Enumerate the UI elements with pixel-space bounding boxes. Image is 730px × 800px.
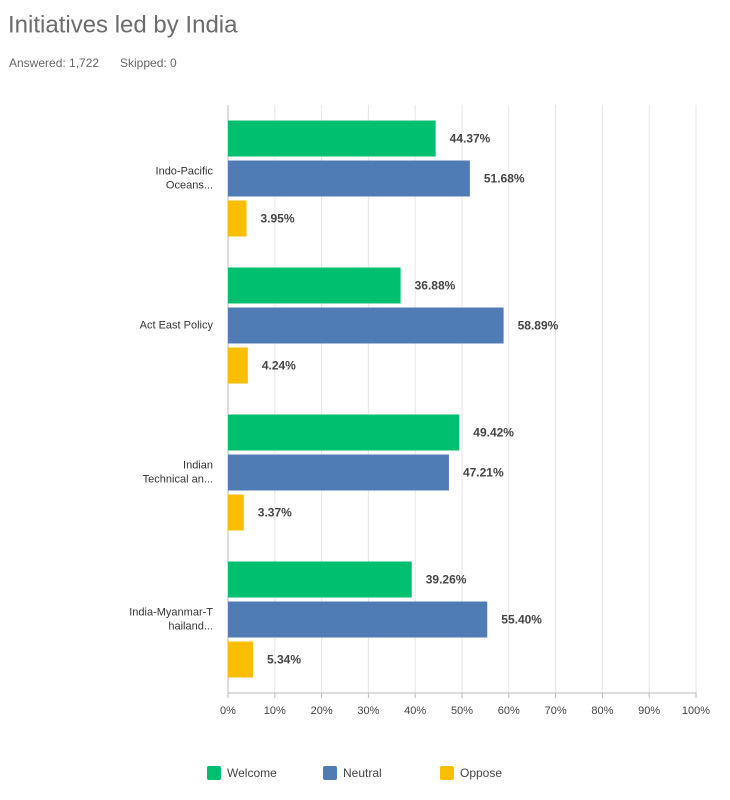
x-tick-label: 80% — [591, 705, 613, 717]
data-label: 4.24% — [262, 359, 296, 373]
data-label: 47.21% — [463, 466, 504, 480]
bar — [228, 601, 488, 638]
legend-swatch — [323, 766, 337, 780]
x-tick-label: 30% — [357, 705, 379, 717]
skipped: Skipped: 0 — [120, 56, 177, 70]
y-tick-label: Act East Policy — [140, 319, 214, 331]
answered: Answered: 1,722 — [9, 56, 99, 70]
x-tick-label: 60% — [498, 705, 520, 717]
x-tick-label: 40% — [404, 705, 426, 717]
x-tick-label: 0% — [220, 705, 236, 717]
y-tick-label: hailand... — [168, 620, 213, 632]
bar — [228, 494, 244, 531]
y-tick-label: India-Myanmar-T — [129, 606, 213, 618]
x-tick-label: 90% — [638, 705, 660, 717]
legend-swatch — [207, 766, 221, 780]
bar — [228, 414, 460, 451]
y-tick-label: Technical an... — [143, 473, 213, 485]
x-tick-label: 10% — [264, 705, 286, 717]
y-tick-label: Indian — [183, 459, 213, 471]
data-label: 5.34% — [267, 653, 301, 667]
data-label: 49.42% — [473, 426, 514, 440]
data-label: 55.40% — [501, 613, 542, 627]
chart-title: Initiatives led by India — [8, 11, 238, 38]
bar — [228, 200, 247, 237]
data-label: 39.26% — [426, 573, 467, 587]
x-tick-label: 20% — [311, 705, 333, 717]
data-label: 58.89% — [518, 319, 559, 333]
x-tick-label: 70% — [545, 705, 567, 717]
y-tick-label: Indo-Pacific — [156, 165, 214, 177]
bar — [228, 561, 412, 598]
legend-label: Welcome — [227, 766, 277, 780]
legend-swatch — [440, 766, 454, 780]
data-label: 51.68% — [484, 172, 525, 186]
data-label: 44.37% — [450, 132, 491, 146]
data-label: 3.95% — [260, 212, 294, 226]
bar — [228, 454, 449, 491]
bar — [228, 307, 504, 344]
bar — [228, 641, 253, 678]
x-tick-label: 100% — [682, 705, 710, 717]
bar — [228, 267, 401, 304]
data-label: 3.37% — [258, 506, 292, 520]
data-label: 36.88% — [415, 279, 456, 293]
y-tick-label: Oceans... — [166, 179, 213, 191]
bar — [228, 347, 248, 384]
bar — [228, 120, 436, 157]
x-tick-label: 50% — [451, 705, 473, 717]
bar — [228, 160, 470, 197]
legend-label: Neutral — [343, 766, 382, 780]
legend-label: Oppose — [460, 766, 502, 780]
